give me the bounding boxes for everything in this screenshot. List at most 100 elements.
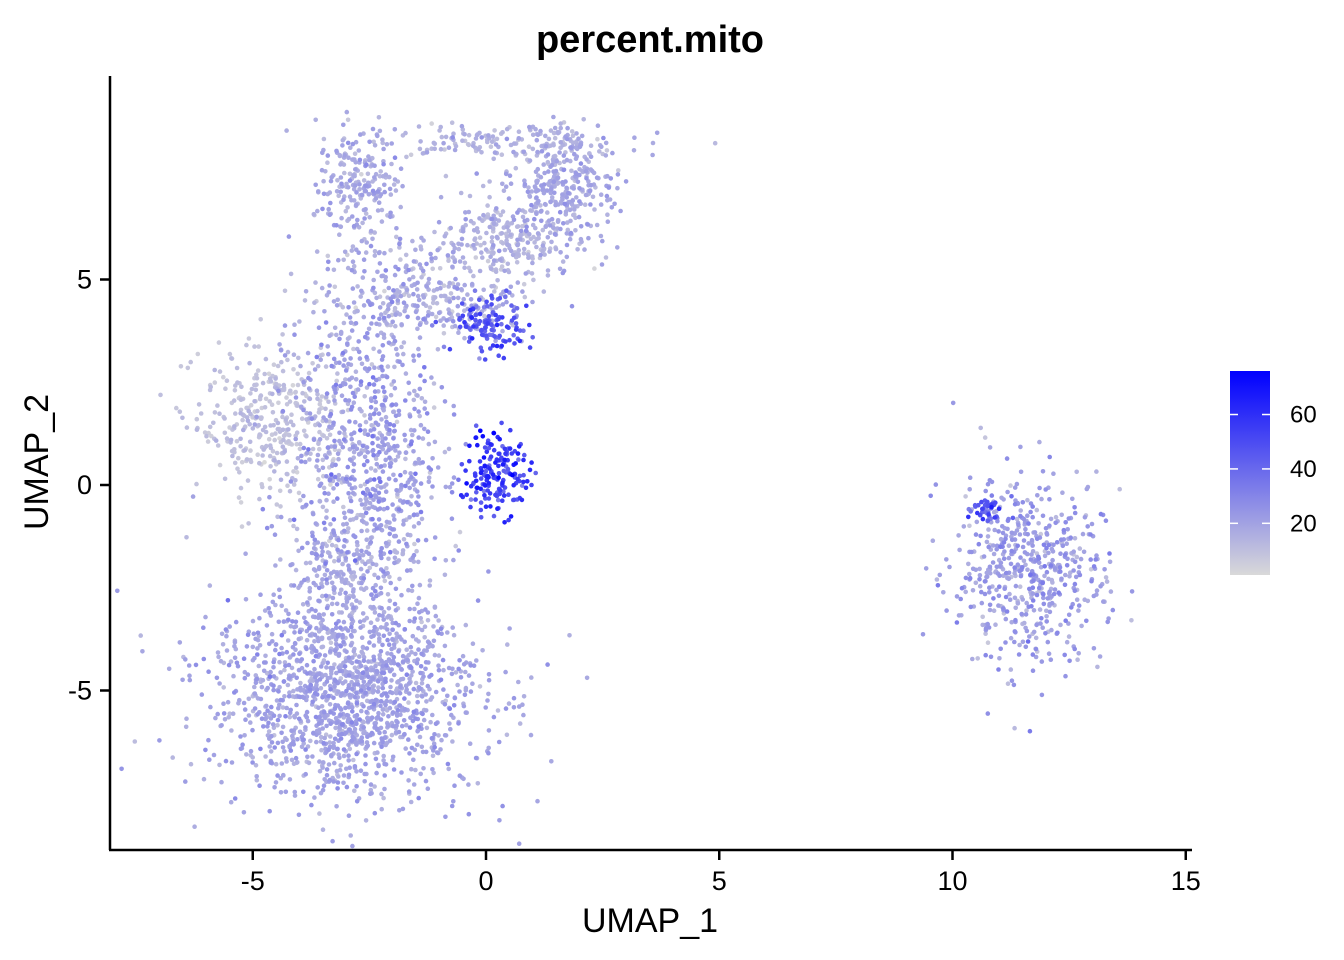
cell-point <box>574 131 579 136</box>
cell-point <box>280 724 286 730</box>
cell-point <box>422 365 427 370</box>
cell-point <box>402 438 408 443</box>
cell-point <box>462 320 467 325</box>
cell-point <box>1041 595 1046 601</box>
cell-point <box>463 324 469 329</box>
cell-point <box>371 643 377 648</box>
cell-point <box>411 552 417 558</box>
cell-point <box>324 508 329 514</box>
cell-point <box>1025 513 1030 518</box>
cell-point <box>500 130 505 135</box>
cell-point <box>371 139 377 145</box>
cell-point <box>530 132 536 138</box>
cell-point <box>473 255 479 260</box>
cell-point <box>463 210 468 215</box>
cell-point <box>316 585 322 591</box>
cell-point <box>1002 549 1007 554</box>
cell-point <box>543 133 548 139</box>
cell-point <box>500 462 506 467</box>
cell-point <box>1102 567 1107 572</box>
cell-point <box>432 146 438 152</box>
cell-point <box>377 506 383 511</box>
cell-point <box>373 456 379 462</box>
cell-point <box>379 791 384 797</box>
cell-point <box>387 574 392 580</box>
cell-point <box>416 297 422 303</box>
cell-point <box>250 727 255 733</box>
cell-point <box>341 619 347 625</box>
cell-point <box>1094 588 1100 593</box>
cell-point <box>425 644 431 650</box>
cell-point <box>290 383 296 388</box>
cell-point <box>545 268 551 273</box>
cell-point <box>403 483 408 489</box>
cell-point <box>339 549 344 554</box>
cell-point <box>284 471 290 477</box>
cell-point <box>297 498 303 503</box>
cell-point <box>415 280 420 286</box>
cell-point <box>406 293 412 299</box>
cell-point <box>507 173 513 178</box>
cell-point <box>237 470 242 475</box>
cell-point <box>324 543 330 549</box>
cell-point <box>495 497 501 503</box>
cell-point <box>549 186 554 192</box>
cell-point <box>238 746 244 752</box>
cell-point <box>1066 634 1072 639</box>
cell-point <box>436 667 442 673</box>
cell-point <box>362 269 367 274</box>
cell-point <box>431 638 437 644</box>
cell-point <box>275 773 280 778</box>
cell-point <box>1045 596 1051 601</box>
cell-point <box>415 601 420 606</box>
cell-point <box>1031 608 1037 613</box>
cell-point <box>280 739 286 745</box>
cell-point <box>1021 538 1027 543</box>
cell-point <box>564 242 570 248</box>
cell-point <box>429 736 435 741</box>
cell-point <box>324 605 330 611</box>
cell-point <box>1077 564 1082 570</box>
cell-point <box>383 414 389 420</box>
cell-point <box>499 264 505 269</box>
cell-point <box>282 353 288 358</box>
cell-point <box>415 326 420 332</box>
cell-point <box>1049 627 1054 633</box>
cell-point <box>363 207 368 212</box>
chart-title: percent.mito <box>536 19 764 61</box>
cell-point <box>536 235 541 241</box>
cell-point <box>432 535 438 540</box>
cell-point <box>359 580 364 586</box>
cell-point <box>335 451 341 457</box>
cell-point <box>383 310 388 316</box>
cell-point <box>541 289 547 294</box>
cell-point <box>315 363 321 369</box>
cell-point <box>319 704 325 709</box>
cell-point <box>319 545 325 550</box>
cell-point <box>474 490 479 495</box>
cell-point <box>415 293 421 299</box>
cell-point <box>493 305 499 310</box>
cell-point <box>288 479 294 484</box>
cell-point <box>320 206 325 212</box>
cell-point <box>980 614 985 620</box>
cell-point <box>241 427 246 433</box>
cell-point <box>278 557 283 562</box>
cell-point <box>431 140 437 146</box>
cell-point <box>452 695 458 701</box>
cell-point <box>486 133 491 138</box>
cell-point <box>282 288 288 294</box>
cell-point <box>224 648 230 653</box>
cell-point <box>446 766 452 772</box>
cell-point <box>360 683 366 689</box>
cell-point <box>603 140 609 146</box>
cell-point <box>321 709 327 715</box>
cell-point <box>416 595 422 601</box>
cell-point <box>388 464 393 469</box>
cell-point <box>364 666 370 672</box>
cell-point <box>325 344 331 349</box>
cell-point <box>346 753 351 758</box>
cell-point <box>599 262 605 267</box>
cell-point <box>529 271 535 276</box>
cell-point <box>231 673 236 679</box>
